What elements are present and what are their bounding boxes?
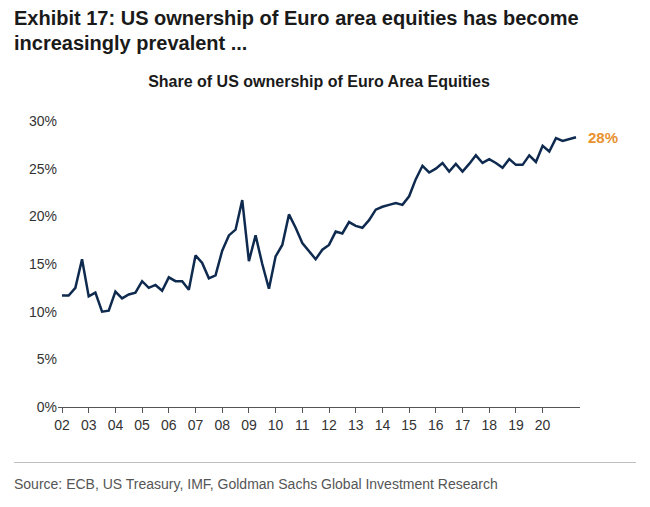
- svg-text:Share of US ownership of Euro: Share of US ownership of Euro Area Equit…: [148, 73, 490, 90]
- html-text:Source: ECB, US Treasury, IMF,: Source: ECB, US Treasury, IMF, Goldman S…: [14, 476, 498, 492]
- svg-text:5%: 5%: [37, 351, 57, 367]
- svg-text:02: 02: [54, 417, 70, 433]
- svg-text:17: 17: [455, 417, 471, 433]
- svg-text:11: 11: [295, 417, 310, 433]
- svg-text:07: 07: [188, 417, 204, 433]
- svg-text:13: 13: [348, 417, 364, 433]
- svg-text:15: 15: [401, 417, 417, 433]
- svg-text:04: 04: [108, 417, 124, 433]
- svg-text:19: 19: [508, 417, 524, 433]
- svg-text:18: 18: [481, 417, 497, 433]
- svg-text:10: 10: [268, 417, 284, 433]
- svg-text:10%: 10%: [29, 304, 57, 320]
- html-text:Exhibit 17: US ownership of Eu: Exhibit 17: US ownership of Euro area eq…: [14, 7, 579, 54]
- svg-text:08: 08: [214, 417, 230, 433]
- svg-text:16: 16: [428, 417, 444, 433]
- svg-text:20: 20: [535, 417, 551, 433]
- svg-text:30%: 30%: [29, 113, 57, 129]
- svg-text:05: 05: [134, 417, 150, 433]
- svg-text:15%: 15%: [29, 256, 57, 272]
- svg-text:12: 12: [321, 417, 337, 433]
- svg-text:03: 03: [81, 417, 97, 433]
- svg-text:20%: 20%: [29, 208, 57, 224]
- svg-text:14: 14: [375, 417, 391, 433]
- svg-text:06: 06: [161, 417, 177, 433]
- svg-text:0%: 0%: [37, 399, 57, 415]
- svg-text:25%: 25%: [29, 161, 57, 177]
- svg-text:28%: 28%: [588, 129, 618, 146]
- svg-text:09: 09: [241, 417, 257, 433]
